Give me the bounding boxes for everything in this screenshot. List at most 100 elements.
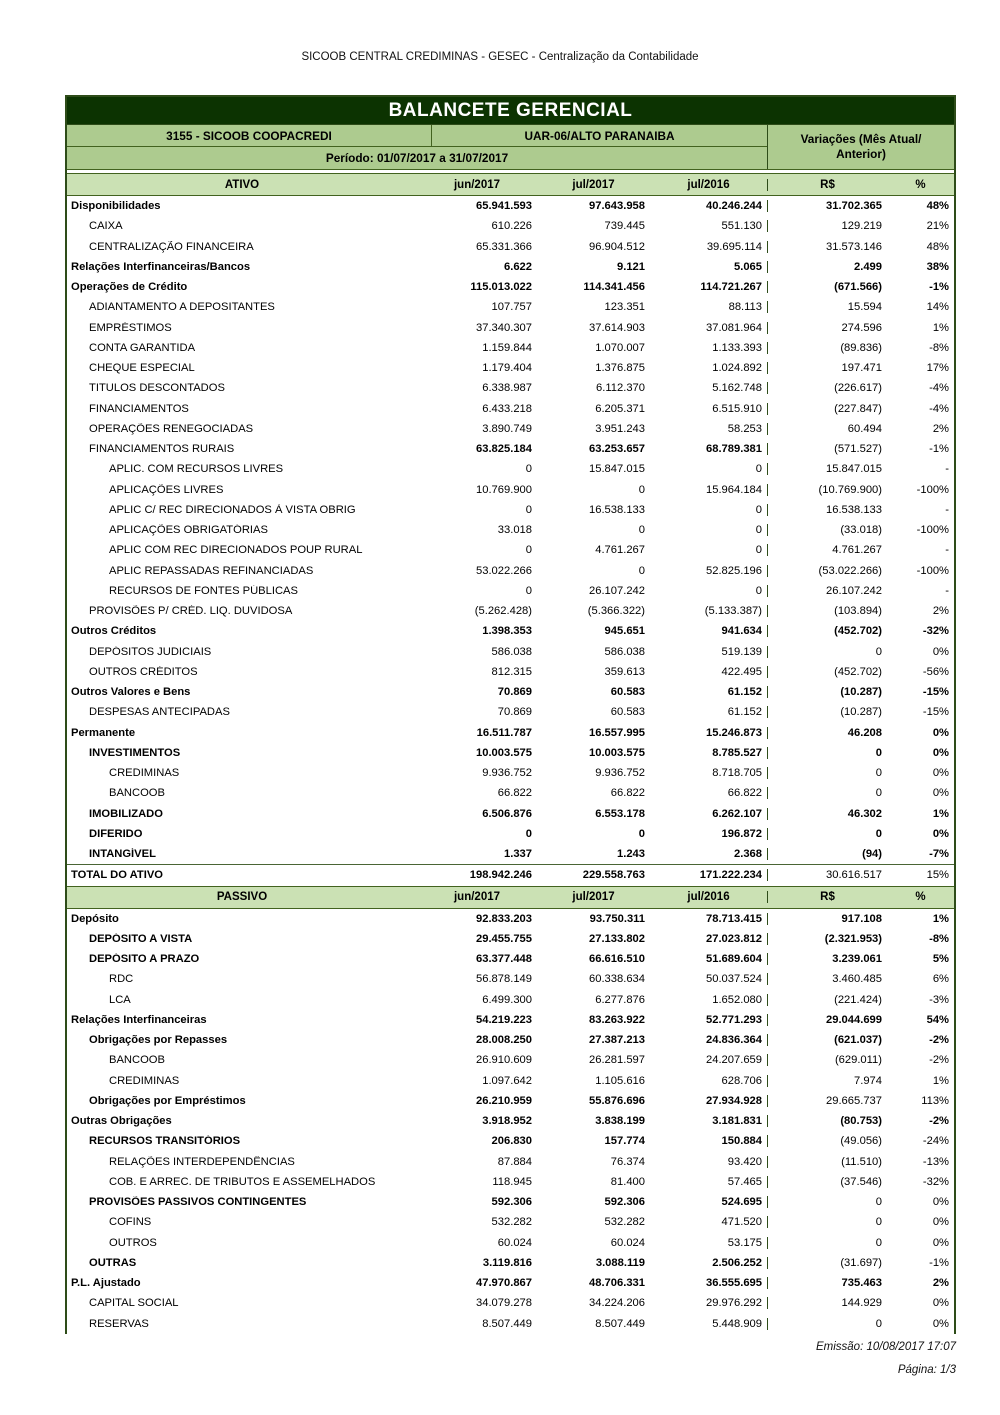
variation-rs-cell: (571.527) — [767, 443, 887, 456]
table-row: FINANCIAMENTOS 6.433.218 6.205.371 6.515.91… — [67, 398, 954, 419]
value-cell: 47.970.867 — [476, 1277, 532, 1290]
value-cell: 8.507.449 — [595, 1317, 645, 1330]
variation-rs-cell: (53.022.266) — [767, 564, 887, 577]
value-cell: 115.013.022 — [470, 281, 532, 294]
variation-column-label: % — [915, 891, 926, 903]
value-cell: 57.465 — [727, 1175, 762, 1188]
variation-pct-cell: 5% — [932, 953, 949, 966]
value-cell: 48.706.331 — [589, 1277, 645, 1290]
value-cell: 88.113 — [728, 301, 762, 314]
value-cell: 941.634 — [721, 625, 762, 638]
row-label: Outros Créditos — [71, 625, 157, 638]
table-row: PROVISÕES PASSIVOS CONTINGENTES 592.306 59… — [67, 1192, 954, 1213]
variation-rs-cell: 735.463 — [767, 1277, 887, 1290]
variation-pct-cell: -1% — [929, 1256, 949, 1269]
section-title: ATIVO — [224, 178, 260, 191]
variation-rs-cell: (629.011) — [767, 1054, 887, 1067]
value-cell: 3.119.816 — [482, 1256, 532, 1269]
column-label: jul/2017 — [572, 178, 615, 191]
variation-pct-cell: - — [945, 544, 949, 557]
value-cell: 2.506.252 — [712, 1256, 762, 1269]
variation-rs-cell: (452.702) — [767, 625, 887, 638]
column-label: jul/2016 — [687, 891, 730, 903]
value-cell: 58.253 — [727, 422, 762, 435]
row-label: IMOBILIZADO — [89, 807, 163, 820]
row-label: CHEQUE ESPECIAL — [89, 362, 195, 375]
value-cell: 37.081.964 — [706, 321, 762, 334]
row-label: BANCOOB — [109, 1054, 165, 1067]
row-label: Depósito — [71, 912, 119, 925]
value-cell: 4.761.267 — [595, 544, 645, 557]
variation-pct-cell: -2% — [929, 1115, 949, 1128]
balancete-table: BALANCETE GERENCIAL 3155 - SICOOB COOPAC… — [65, 95, 956, 1334]
value-cell: 27.133.802 — [589, 932, 645, 945]
variation-rs-cell: 0 — [767, 787, 887, 800]
variation-rs-cell: (37.546) — [767, 1175, 887, 1188]
value-cell: 114.721.267 — [700, 281, 762, 294]
value-cell: 3.838.199 — [595, 1115, 645, 1128]
column-header-ativo: ATIVO jun/2017 jul/2017 jul/2016 R$% — [67, 173, 954, 196]
variation-rs-cell: (221.424) — [767, 993, 887, 1006]
table-row: EMPRÉSTIMOS 37.340.307 37.614.903 37.081.96… — [67, 317, 954, 338]
value-cell: 3.918.952 — [482, 1115, 532, 1128]
period-label: Período: 01/07/2017 a 31/07/2017 — [325, 151, 509, 165]
variation-rs-cell: (452.702) — [767, 665, 887, 678]
variation-pct-cell: 0% — [932, 787, 949, 800]
value-cell: 5.162.748 — [712, 382, 762, 395]
table-row: ADIANTAMENTO A DEPOSITANTES 107.757 123.35… — [67, 297, 954, 318]
value-cell: 54.219.223 — [476, 1013, 532, 1026]
value-cell: 87.884 — [497, 1155, 532, 1168]
value-cell: 1.398.353 — [482, 625, 532, 638]
value-cell: 24.207.659 — [706, 1054, 762, 1067]
row-label: Relações Interfinanceiras — [71, 1013, 207, 1026]
value-cell: 10.003.575 — [476, 746, 532, 759]
row-label: APLICAÇÕES LIVRES — [109, 483, 224, 496]
variation-pct-cell: 48% — [926, 240, 949, 253]
table-row: CAPITAL SOCIAL 34.079.278 34.224.206 29.976… — [67, 1293, 954, 1314]
variation-pct-cell: -3% — [929, 993, 949, 1006]
table-row: RDC 56.878.149 60.338.634 50.037.524 3.460.4… — [67, 969, 954, 990]
variation-pct-cell: 0% — [932, 1236, 949, 1249]
value-cell: 6.262.107 — [712, 807, 762, 820]
variation-pct-cell: -100% — [916, 564, 949, 577]
value-cell: 5.448.909 — [712, 1317, 762, 1330]
variation-rs-cell: (621.037) — [767, 1034, 887, 1047]
value-cell: 359.613 — [604, 665, 645, 678]
row-label: COB. E ARREC. DE TRIBUTOS E ASSEMELHADOS — [109, 1175, 376, 1188]
variation-rs-cell: 129.219 — [767, 220, 887, 233]
variation-rs-cell: 60.494 — [767, 422, 887, 435]
table-row: CENTRALIZAÇÃO FINANCEIRA 65.331.366 96.904… — [67, 236, 954, 257]
variation-pct-cell: -13% — [922, 1155, 949, 1168]
variation-rs-cell: (11.510) — [767, 1155, 887, 1168]
value-cell: 628.706 — [721, 1074, 762, 1087]
value-cell: 96.904.512 — [589, 240, 645, 253]
value-cell: 27.387.213 — [589, 1034, 645, 1047]
value-cell: 0 — [525, 544, 532, 557]
table-row: Obrigações por Empréstimos 26.210.959 55.8… — [67, 1090, 954, 1111]
row-label: CONTA GARANTIDA — [89, 341, 196, 354]
row-label: RECURSOS DE FONTES PÚBLICAS — [109, 584, 298, 597]
value-cell: 66.616.510 — [589, 953, 645, 966]
value-cell: 6.112.370 — [596, 382, 645, 395]
row-label: Outras Obrigações — [71, 1115, 172, 1128]
row-label: DEPÓSITO A PRAZO — [89, 953, 200, 966]
table-row: CONTA GARANTIDA 1.159.844 1.070.007 1.133.3… — [67, 337, 954, 358]
value-cell: 107.757 — [491, 301, 532, 314]
value-cell: 6.506.876 — [482, 807, 532, 820]
table-row: INTANGÍVEL 1.337 1.243 2.368 (94) -7% — [67, 844, 954, 865]
variation-rs-cell: 16.538.133 — [767, 503, 887, 516]
value-cell: 50.037.524 — [706, 973, 762, 986]
table-row: P.L. Ajustado 47.970.867 48.706.331 36.555.… — [67, 1273, 954, 1294]
value-cell: 551.130 — [721, 220, 762, 233]
value-cell: 68.789.381 — [706, 443, 762, 456]
value-cell: 28.008.250 — [476, 1034, 532, 1047]
variation-rs-cell: 15.594 — [767, 301, 887, 314]
row-label: BANCOOB — [109, 787, 165, 800]
value-cell: 51.689.604 — [706, 953, 762, 966]
value-cell: 39.695.114 — [706, 240, 762, 253]
value-cell: 0 — [755, 524, 762, 537]
value-cell: 70.869 — [497, 706, 532, 719]
row-label: Disponibilidades — [71, 200, 161, 213]
value-cell: 0 — [638, 524, 645, 537]
value-cell: 6.622 — [504, 260, 532, 273]
